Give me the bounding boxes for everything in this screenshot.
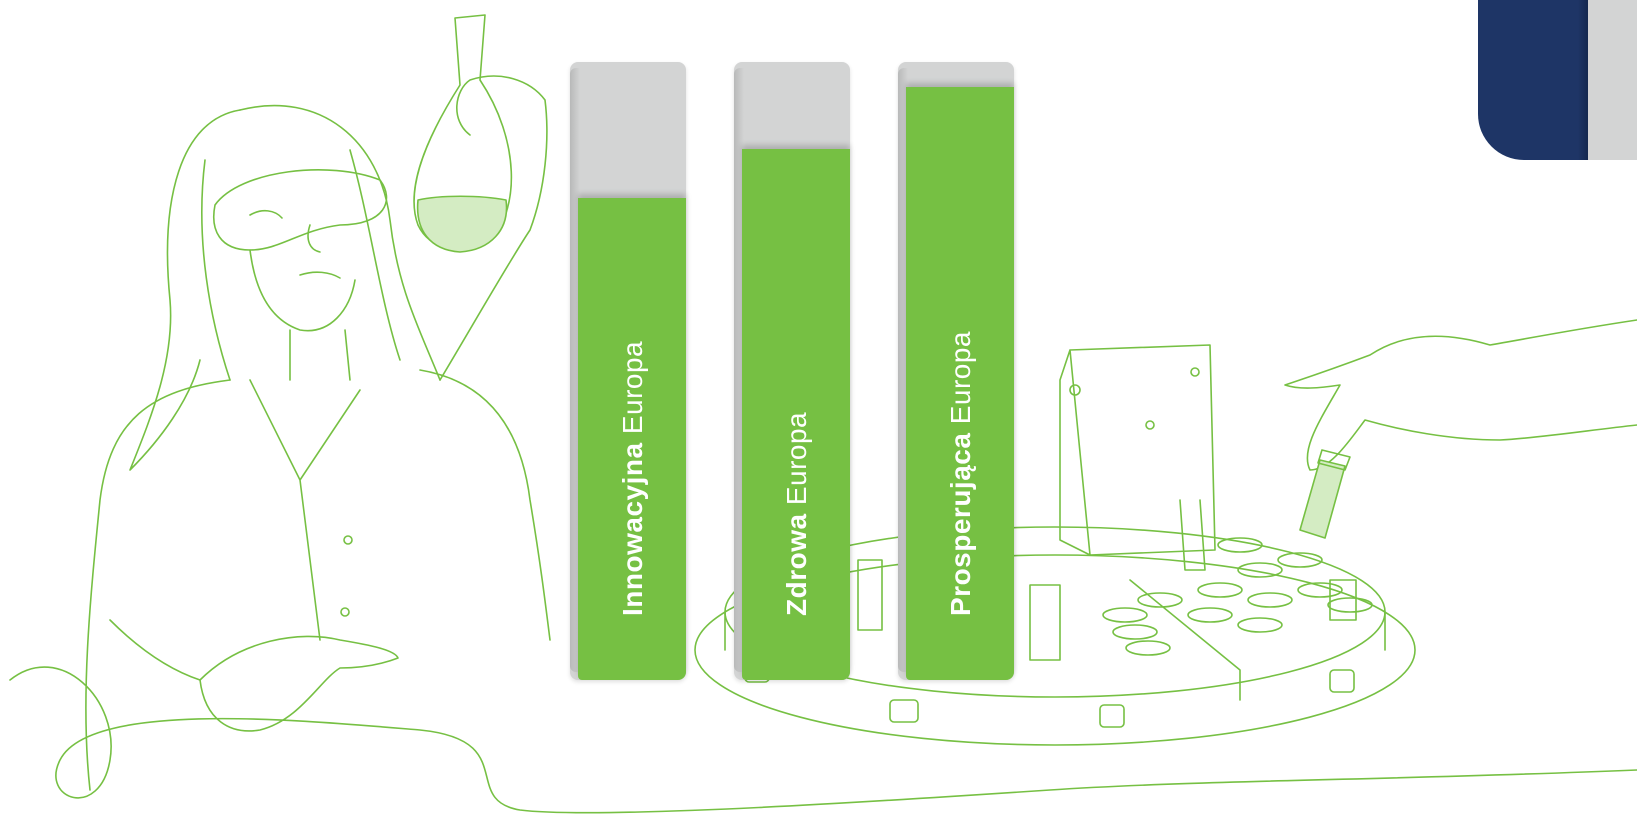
vial-well-13	[1125, 640, 1171, 656]
hair-left	[129, 109, 241, 471]
vial-well-9	[1137, 592, 1183, 608]
vial-well-11	[1102, 607, 1148, 623]
nose	[307, 224, 321, 253]
vial-2	[857, 559, 883, 631]
bar-fill	[578, 197, 686, 680]
bar-label-light: Europa	[617, 340, 648, 435]
lower-hand	[199, 635, 399, 732]
logo-navy-block	[1478, 0, 1588, 160]
sampler-base	[694, 554, 1416, 746]
hair-right	[239, 104, 441, 381]
flask-liquid	[416, 195, 508, 253]
vial-well-7	[1237, 617, 1283, 633]
held-vial-cap	[1317, 449, 1351, 471]
sampler-arm	[1179, 499, 1206, 571]
base-knob-3	[1329, 669, 1355, 693]
coat-left	[85, 379, 231, 791]
bar-label-bold: Innowacyjna	[617, 442, 648, 616]
coat-lapel	[249, 379, 361, 641]
lower-arm	[109, 619, 201, 681]
vial-well-8	[1327, 597, 1373, 613]
bar-label-bold: Prosperująca	[945, 432, 976, 616]
coat-right	[419, 369, 551, 641]
bar-innowacyjna-europa: Innowacyjna Europa	[570, 62, 686, 680]
bar-shade	[570, 68, 580, 672]
tower-dot-3	[1190, 367, 1200, 377]
sampler-divider	[1129, 579, 1241, 701]
eye	[249, 209, 283, 219]
bar-label: Zdrowa Europa	[780, 412, 814, 616]
vial-3	[1329, 579, 1357, 621]
coat-button-2	[340, 607, 350, 617]
bar-shade	[734, 68, 744, 672]
vial-well-1	[1237, 562, 1283, 578]
tower-dot-1	[1069, 384, 1081, 396]
held-vial	[1299, 459, 1346, 539]
face-outline	[249, 249, 356, 332]
vial-1	[1029, 584, 1061, 661]
vial-well-4	[1247, 592, 1293, 608]
ground-curve	[9, 666, 1637, 814]
bar-prosperujaca-europa: Prosperująca Europa	[898, 62, 1014, 680]
bar-zdrowa-europa: Zdrowa Europa	[734, 62, 850, 680]
base-knob-2	[1099, 704, 1125, 728]
tower-dot-2	[1145, 420, 1155, 430]
goggles	[213, 169, 388, 251]
bar-label-light: Europa	[781, 411, 812, 506]
raised-arm	[439, 75, 548, 381]
vial-well-12	[1112, 624, 1158, 640]
base-knob-1	[889, 699, 919, 723]
bar-label-light: Europa	[945, 331, 976, 425]
logo-edge	[1578, 0, 1588, 160]
vial-well-6	[1187, 607, 1233, 623]
logo-grey-block	[1588, 0, 1637, 160]
bar-label-bold: Zdrowa	[781, 513, 812, 616]
right-hand	[1284, 319, 1637, 471]
bar-label: Innowacyjna Europa	[616, 341, 650, 616]
mouth	[299, 271, 341, 279]
neck	[289, 329, 351, 381]
coat-button-1	[343, 535, 353, 545]
vial-well-5	[1297, 582, 1343, 598]
vial-well-2	[1277, 552, 1323, 568]
bar-shade	[898, 68, 908, 672]
vial-well-10	[1217, 537, 1263, 553]
sampler-tower	[1059, 344, 1216, 556]
hair-strands	[201, 149, 401, 381]
bar-label: Prosperująca Europa	[944, 331, 978, 616]
bar-fill	[906, 86, 1014, 680]
bar-fill	[742, 148, 850, 680]
corner-logo-mark	[1478, 0, 1637, 160]
vial-well-3	[1197, 582, 1243, 598]
sampler-rim	[724, 611, 1386, 651]
